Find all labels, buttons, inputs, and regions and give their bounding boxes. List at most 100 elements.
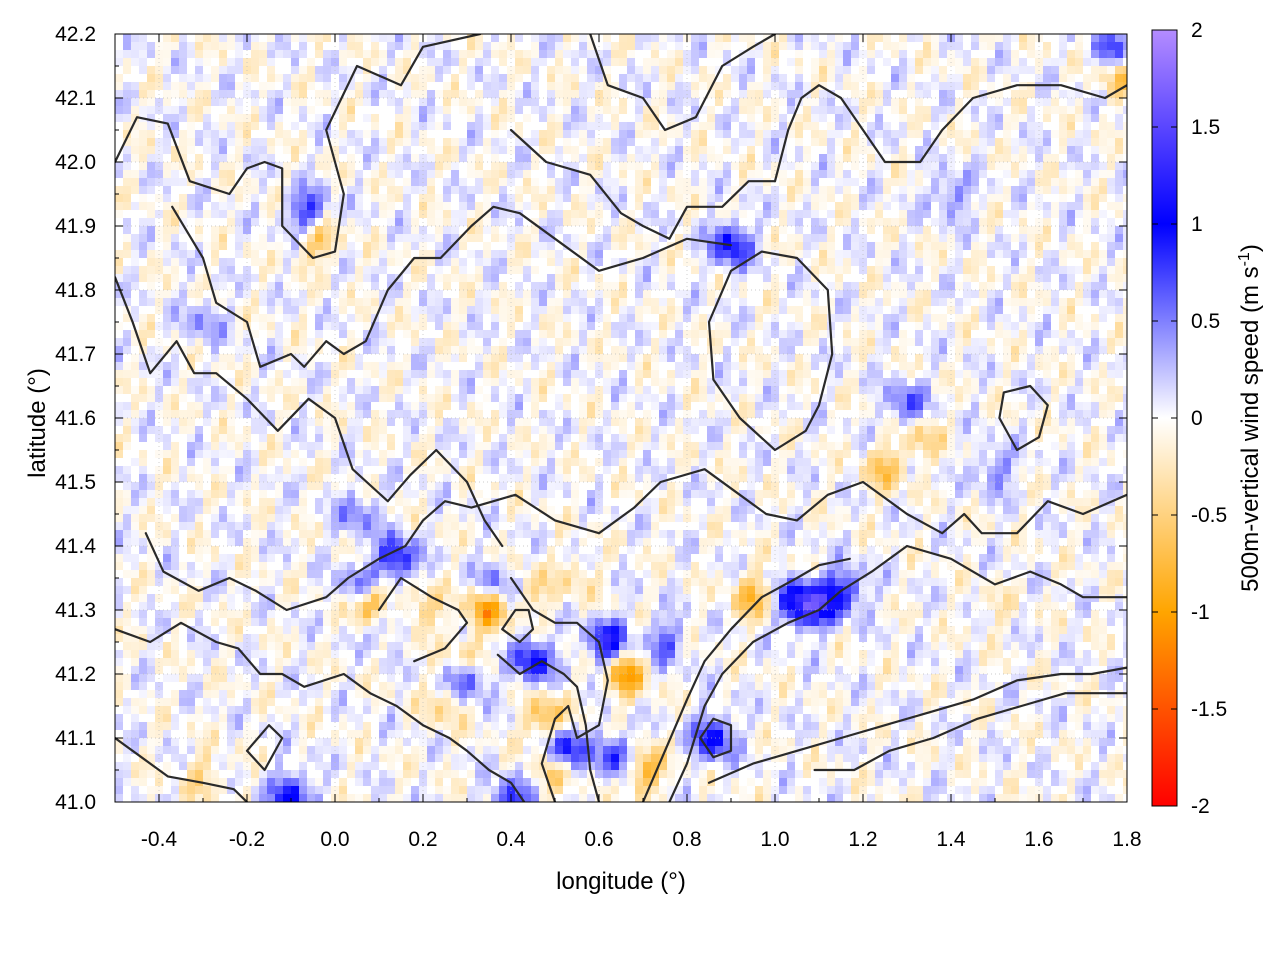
- heatmap-cell: [203, 602, 211, 610]
- heatmap-cell: [219, 314, 227, 322]
- heatmap-cell: [451, 74, 459, 82]
- heatmap-cell: [123, 386, 131, 394]
- heatmap-cell: [291, 82, 299, 90]
- heatmap-cell: [427, 354, 435, 362]
- heatmap-cell: [491, 186, 499, 194]
- heatmap-cell: [315, 98, 323, 106]
- heatmap-cell: [387, 578, 395, 586]
- heatmap-cell: [563, 570, 571, 578]
- heatmap-cell: [291, 122, 299, 130]
- heatmap-cell: [211, 242, 219, 250]
- heatmap-cell: [555, 682, 563, 690]
- heatmap-cell: [563, 746, 571, 754]
- heatmap-cell: [131, 786, 139, 794]
- heatmap-cell: [259, 682, 267, 690]
- heatmap-cell: [339, 442, 347, 450]
- heatmap-cell: [275, 266, 283, 274]
- heatmap-cell: [291, 298, 299, 306]
- heatmap-cell: [323, 378, 331, 386]
- heatmap-cell: [307, 690, 315, 698]
- heatmap-cell: [195, 506, 203, 514]
- heatmap-cell: [539, 282, 547, 290]
- heatmap-cell: [267, 378, 275, 386]
- heatmap-cell: [203, 210, 211, 218]
- heatmap-cell: [219, 570, 227, 578]
- heatmap-cell: [395, 314, 403, 322]
- heatmap-cell: [523, 250, 531, 258]
- heatmap-cell: [195, 82, 203, 90]
- heatmap-cell: [179, 282, 187, 290]
- heatmap-cell: [339, 506, 347, 514]
- heatmap-cell: [515, 154, 523, 162]
- heatmap-cell: [171, 450, 179, 458]
- heatmap-cell: [603, 546, 611, 554]
- heatmap-cell: [475, 50, 483, 58]
- heatmap-cell: [283, 290, 291, 298]
- heatmap-cell: [563, 106, 571, 114]
- heatmap-cell: [315, 738, 323, 746]
- heatmap-cell: [603, 298, 611, 306]
- heatmap-cell: [475, 674, 483, 682]
- heatmap-cell: [395, 698, 403, 706]
- heatmap-cell: [411, 522, 419, 530]
- heatmap-cell: [131, 82, 139, 90]
- heatmap-cell: [555, 482, 563, 490]
- heatmap-cell: [179, 34, 187, 42]
- heatmap-cell: [443, 578, 451, 586]
- heatmap-cell: [171, 34, 179, 42]
- heatmap-cell: [275, 250, 283, 258]
- heatmap-cell: [491, 34, 499, 42]
- heatmap-cell: [267, 322, 275, 330]
- heatmap-cell: [355, 626, 363, 634]
- heatmap-cell: [291, 386, 299, 394]
- heatmap-cell: [347, 762, 355, 770]
- heatmap-cell: [323, 66, 331, 74]
- heatmap-cell: [387, 698, 395, 706]
- heatmap-cell: [571, 82, 579, 90]
- heatmap-cell: [179, 378, 187, 386]
- heatmap-cell: [611, 570, 619, 578]
- heatmap-cell: [371, 250, 379, 258]
- heatmap-cell: [259, 274, 267, 282]
- heatmap-cell: [467, 106, 475, 114]
- heatmap-cell: [363, 290, 371, 298]
- heatmap-cell: [363, 690, 371, 698]
- heatmap-cell: [307, 338, 315, 346]
- heatmap-cell: [139, 538, 147, 546]
- heatmap-cell: [267, 186, 275, 194]
- heatmap-cell: [283, 394, 291, 402]
- heatmap-cell: [467, 434, 475, 442]
- heatmap-cell: [131, 418, 139, 426]
- heatmap-cell: [387, 682, 395, 690]
- heatmap-cell: [611, 434, 619, 442]
- heatmap-cell: [411, 242, 419, 250]
- heatmap-cell: [227, 786, 235, 794]
- heatmap-cell: [315, 242, 323, 250]
- heatmap-cell: [475, 458, 483, 466]
- heatmap-cell: [307, 722, 315, 730]
- heatmap-cell: [443, 658, 451, 666]
- heatmap-cell: [115, 114, 123, 122]
- heatmap-cell: [355, 226, 363, 234]
- heatmap-cell: [315, 466, 323, 474]
- heatmap-cell: [123, 186, 131, 194]
- heatmap-cell: [323, 522, 331, 530]
- heatmap-cell: [219, 514, 227, 522]
- heatmap-cell: [427, 106, 435, 114]
- heatmap-cell: [179, 178, 187, 186]
- heatmap-cell: [411, 490, 419, 498]
- heatmap-cell: [563, 266, 571, 274]
- heatmap-cell: [227, 418, 235, 426]
- heatmap-cell: [467, 402, 475, 410]
- heatmap-cell: [475, 778, 483, 786]
- heatmap-cell: [475, 90, 483, 98]
- heatmap-cell: [115, 682, 123, 690]
- heatmap-cell: [403, 242, 411, 250]
- heatmap-cell: [339, 386, 347, 394]
- heatmap-cell: [547, 434, 555, 442]
- heatmap-cell: [355, 738, 363, 746]
- heatmap-cell: [123, 418, 131, 426]
- heatmap-cell: [547, 66, 555, 74]
- heatmap-cell: [395, 770, 403, 778]
- heatmap-cell: [163, 274, 171, 282]
